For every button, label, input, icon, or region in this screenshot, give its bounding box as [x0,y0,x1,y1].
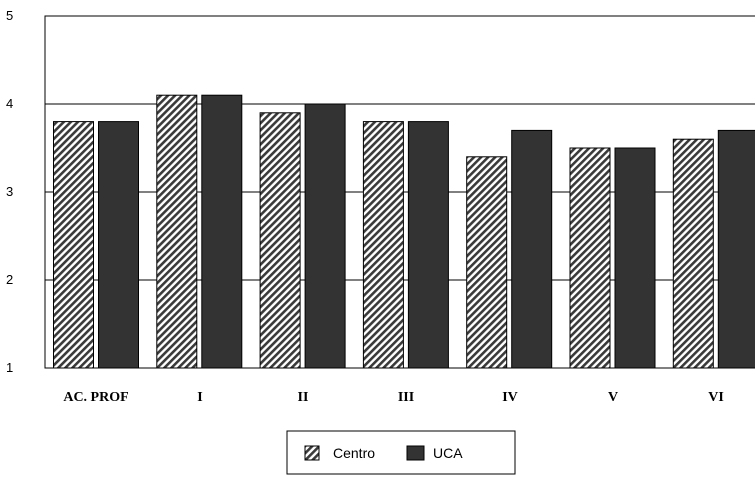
legend-label-centro: Centro [333,445,375,461]
plot-area [44,15,755,369]
legend-swatch-centro [304,445,320,461]
bar-uca-i [201,94,243,369]
bar-uca-ii [304,103,346,369]
x-tick-label: V [608,390,618,405]
legend: Centro UCA [286,430,516,475]
y-tick-label: 1 [6,360,13,375]
bar-uca-iii [407,121,449,369]
x-tick-label: III [398,390,414,405]
bar-centro-ac-prof [53,121,94,369]
bar-centro-v [569,147,611,369]
bar-centro-i [156,94,198,369]
y-tick-label: 5 [6,8,13,23]
x-tick-label: AC. PROF [63,390,128,405]
bar-centro-iii [362,121,404,369]
legend-swatch-uca [406,445,425,461]
bar-uca-v [614,147,656,369]
y-axis: 1 2 3 4 5 [6,8,13,375]
y-tick-label: 3 [6,184,13,199]
y-tick-label: 4 [6,96,13,111]
bar-centro-vi [672,138,714,369]
y-tick-label: 2 [6,272,13,287]
x-tick-label: IV [502,390,518,405]
legend-frame [286,430,516,475]
bar-uca-iv [511,129,553,369]
x-tick-label: VI [708,390,724,405]
x-tick-label: I [197,390,202,405]
x-tick-label: II [298,390,309,405]
bar-uca-ac-prof [98,121,139,369]
x-axis: AC. PROF I II III IV V VI [63,390,723,405]
bar-uca-vi [717,129,755,369]
bar-centro-ii [259,112,301,369]
bar-centro-iv [466,156,508,369]
legend-label-uca: UCA [433,445,463,461]
bars [53,94,755,369]
